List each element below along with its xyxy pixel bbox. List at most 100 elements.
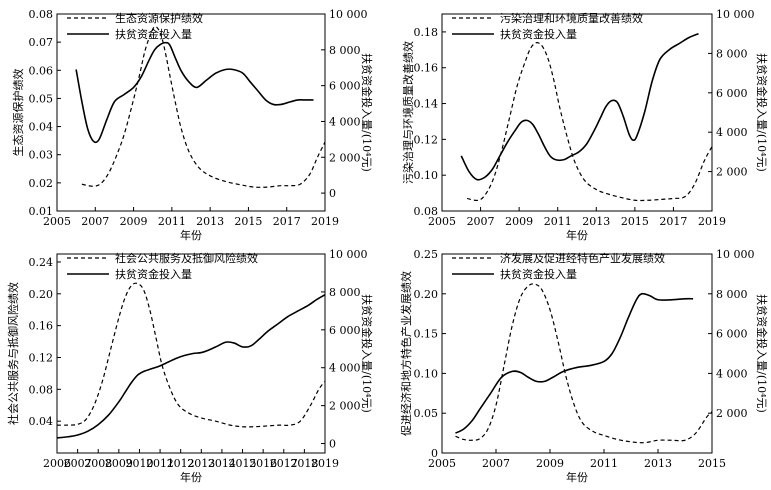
series-line-1 bbox=[466, 42, 713, 202]
x-tick-label: 2007 bbox=[81, 215, 109, 228]
y2-tick-label: 4 000 bbox=[716, 126, 748, 139]
y2-axis-label: 扶贫资金投入量/(10⁴元) bbox=[755, 294, 769, 413]
chart-panel-3: 2006200720082009201020112012201320142015… bbox=[6, 248, 374, 484]
y-tick-label: 0.25 bbox=[414, 248, 439, 261]
y-tick-label: 0.03 bbox=[29, 149, 54, 162]
x-axis-label: 年份 bbox=[566, 470, 588, 484]
y-tick-label: 0.04 bbox=[29, 121, 54, 134]
y-tick-label: 0.12 bbox=[29, 351, 54, 364]
legend-label-1: 污染治理和环境质量改善绩效 bbox=[500, 11, 643, 25]
y-tick-label: 0.05 bbox=[414, 407, 439, 420]
y2-tick-label: 6 000 bbox=[716, 328, 748, 341]
x-tick-label: 2017 bbox=[273, 215, 301, 228]
y2-tick-label: 0 bbox=[329, 187, 336, 200]
x-tick-label: 2015 bbox=[698, 457, 726, 470]
x-tick-label: 2019 bbox=[698, 215, 726, 228]
x-axis-label: 年份 bbox=[180, 228, 202, 242]
y2-axis-label: 扶贫资金投入量/(10⁴元) bbox=[360, 294, 374, 413]
y-tick-label: 0.08 bbox=[29, 8, 54, 21]
x-tick-label: 2011 bbox=[544, 215, 572, 228]
y2-axis-label: 扶贫资金投入量/(10⁴元) bbox=[360, 53, 374, 172]
y-axis-label: 污染治理与环境质量改善绩效 bbox=[401, 41, 415, 184]
y2-tick-label: 10 000 bbox=[716, 248, 755, 261]
legend-label-1: 生态资源保护绩效 bbox=[115, 11, 203, 25]
x-tick-label: 2005 bbox=[428, 215, 456, 228]
y2-tick-label: 8 000 bbox=[716, 288, 748, 301]
chart-panel-4: 2005 2007 2009 2011 2013 2015 0 0.05 0.10 0.15 0.2… bbox=[399, 248, 769, 484]
x-tick-label: 2011 bbox=[590, 457, 618, 470]
y-tick-label: 0.07 bbox=[29, 36, 54, 49]
y2-tick-label: 2 000 bbox=[329, 400, 361, 413]
x-tick-label: 2019 bbox=[311, 457, 339, 470]
y-tick-label: 0.24 bbox=[29, 256, 54, 269]
x-tick-label: 2006 bbox=[43, 457, 71, 470]
y-axis-label: 社会公共服务与抵御风险绩效 bbox=[6, 282, 20, 425]
x-tick-label: 2009 bbox=[120, 215, 148, 228]
y-tick-label: 0.08 bbox=[29, 383, 54, 396]
x-tick-label: 2015 bbox=[234, 215, 262, 228]
x-tick-label: 2014 bbox=[208, 457, 236, 470]
y-tick-label: 0.01 bbox=[29, 205, 54, 218]
series-line-1 bbox=[81, 25, 326, 188]
x-tick-label: 2012 bbox=[167, 457, 195, 470]
x-tick-label: 2008 bbox=[84, 457, 112, 470]
y2-tick-label: 0 bbox=[329, 438, 336, 451]
plot-frame bbox=[441, 253, 713, 454]
series-line-2 bbox=[455, 292, 694, 434]
x-axis-label: 年份 bbox=[180, 470, 202, 484]
y-tick-label: 0.05 bbox=[29, 92, 54, 105]
series-line-2 bbox=[75, 41, 314, 144]
series-line-1 bbox=[455, 283, 713, 444]
y2-tick-label: 10 000 bbox=[716, 8, 755, 21]
x-axis-label: 年份 bbox=[566, 228, 588, 242]
y-tick-label: 0.16 bbox=[29, 320, 54, 333]
y2-tick-label: 2 000 bbox=[329, 151, 361, 164]
y-tick-label: 0.16 bbox=[414, 62, 439, 75]
y2-tick-label: 6 000 bbox=[329, 324, 361, 337]
y2-tick-label: 4 000 bbox=[329, 362, 361, 375]
y-tick-label: 0.06 bbox=[29, 64, 54, 77]
y-tick-label: 0 bbox=[431, 447, 438, 460]
legend-label-1: 济发展及促进经特色产业发展绩效 bbox=[500, 251, 665, 265]
x-tick-label: 2017 bbox=[270, 457, 298, 470]
x-tick-label: 2009 bbox=[536, 457, 564, 470]
legend-label-2: 扶贫资金投入量 bbox=[115, 267, 192, 281]
series-line-2 bbox=[460, 32, 699, 181]
y-axis-label: 促进经济和地方特色产业发展绩效 bbox=[399, 271, 413, 436]
y-tick-label: 0.18 bbox=[414, 26, 439, 39]
x-tick-label: 2019 bbox=[311, 215, 339, 228]
x-tick-label: 2013 bbox=[196, 215, 224, 228]
y-tick-label: 0.02 bbox=[29, 177, 54, 190]
x-tick-label: 2016 bbox=[249, 457, 277, 470]
y-tick-label: 0.15 bbox=[414, 328, 439, 341]
y2-tick-label: 10 000 bbox=[329, 8, 368, 21]
y-tick-label: 0.12 bbox=[414, 133, 439, 146]
series-line-1 bbox=[56, 282, 326, 428]
legend-label-2: 扶贫资金投入量 bbox=[500, 267, 577, 281]
x-tick-label: 2010 bbox=[125, 457, 153, 470]
x-tick-label: 2009 bbox=[105, 457, 133, 470]
y2-tick-label: 8 000 bbox=[329, 44, 361, 57]
x-tick-label: 2009 bbox=[505, 215, 533, 228]
x-tick-label: 2011 bbox=[158, 215, 186, 228]
y2-tick-label: 6 000 bbox=[329, 80, 361, 93]
y-tick-label: 0.20 bbox=[29, 288, 54, 301]
y-tick-label: 0.14 bbox=[414, 98, 439, 111]
y2-tick-label: 2 000 bbox=[716, 407, 748, 420]
y-tick-label: 0.04 bbox=[29, 415, 54, 428]
y-axis-label: 生态资源保护绩效 bbox=[11, 69, 25, 157]
plot-frame bbox=[56, 13, 326, 212]
y2-tick-label: 4 000 bbox=[329, 115, 361, 128]
y2-tick-label: 10 000 bbox=[329, 248, 368, 261]
y2-tick-label: 4 000 bbox=[716, 367, 748, 380]
legend-label-2: 扶贫资金投入量 bbox=[115, 27, 192, 41]
x-tick-label: 2007 bbox=[482, 457, 510, 470]
y-tick-label: 0.10 bbox=[414, 169, 439, 182]
x-tick-label: 2007 bbox=[64, 457, 92, 470]
y-tick-label: 0.20 bbox=[414, 288, 439, 301]
plot-frame bbox=[56, 253, 326, 454]
x-tick-label: 2007 bbox=[467, 215, 495, 228]
x-tick-label: 2013 bbox=[582, 215, 610, 228]
